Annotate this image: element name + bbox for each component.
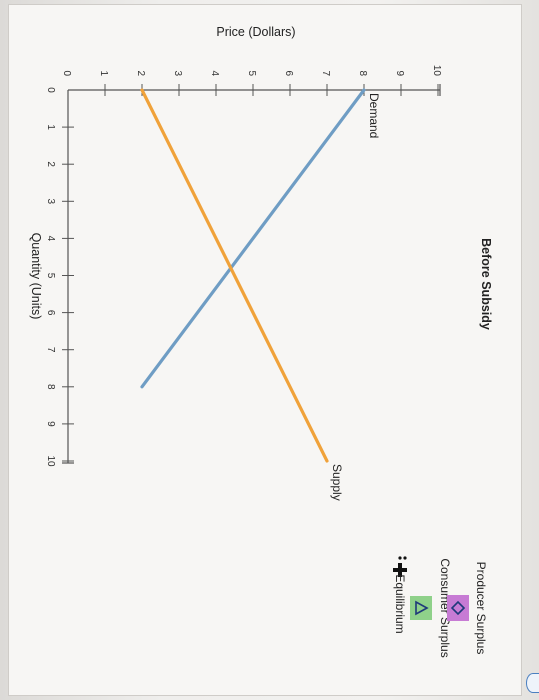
equilibrium-tool[interactable]: Equilibrium (393, 556, 407, 634)
x-tick-label: 5 (45, 273, 56, 279)
x-tick-label: 0 (45, 87, 56, 93)
y-tick-label: 6 (283, 70, 294, 76)
consumer-surplus-tool[interactable]: Consumer Surplus (410, 558, 452, 658)
x-tick-label: 3 (45, 199, 56, 205)
demand-label: Demand (367, 93, 381, 138)
x-tick-label: 2 (45, 161, 56, 167)
consumer-surplus-label: Consumer Surplus (438, 558, 452, 657)
y-tick-label: 0 (61, 70, 72, 76)
diamond-icon (450, 600, 466, 616)
triangle-icon (415, 600, 429, 616)
y-tick-label: 7 (320, 70, 331, 76)
x-tick-label: 7 (45, 347, 56, 353)
scroll-handle-icon[interactable] (526, 673, 539, 693)
y-tick-label: 4 (209, 70, 220, 76)
supply-line (140, 88, 329, 463)
producer-surplus-tool[interactable]: Producer Surplus (447, 562, 488, 655)
y-tick-label: 2 (135, 70, 146, 76)
supply-label: Supply (330, 464, 344, 501)
producer-surplus-swatch[interactable] (447, 595, 469, 621)
labels-layer: Before Subsidy Quantity (Units) Price (D… (29, 25, 493, 330)
graph-panel (8, 4, 522, 696)
consumer-surplus-swatch[interactable] (410, 596, 432, 620)
y-tick-label: 8 (357, 70, 368, 76)
y-axis-label: Price (Dollars) (216, 25, 295, 39)
axes: 0 1 2 3 4 5 6 7 8 9 10 0 1 2 3 4 5 6 7 8 9 10 (45, 65, 442, 467)
y-tick-label: 9 (394, 70, 405, 76)
x-tick-label: 4 (45, 236, 56, 242)
equilibrium-label: Equilibrium (393, 574, 407, 633)
chart-title: Before Subsidy (479, 238, 493, 330)
x-tick-label: 10 (45, 455, 56, 467)
x-tick-label: 9 (45, 421, 56, 427)
demand-line (140, 88, 366, 389)
crosshair-plus-icon[interactable] (393, 556, 407, 577)
y-tick-label: 3 (172, 70, 183, 76)
x-tick-label: 8 (45, 384, 56, 390)
y-tick-label: 5 (246, 70, 257, 76)
tool-palette: Equilibrium Consumer Surplus Producer Su… (393, 556, 488, 658)
y-tick-label: 10 (431, 65, 442, 77)
x-tick-label: 1 (45, 124, 56, 130)
producer-surplus-label: Producer Surplus (474, 562, 488, 655)
y-tick-label: 1 (98, 70, 109, 76)
x-tick-label: 6 (45, 310, 56, 316)
series-layer: Demand Supply (140, 88, 381, 501)
x-axis-label: Quantity (Units) (29, 233, 43, 320)
